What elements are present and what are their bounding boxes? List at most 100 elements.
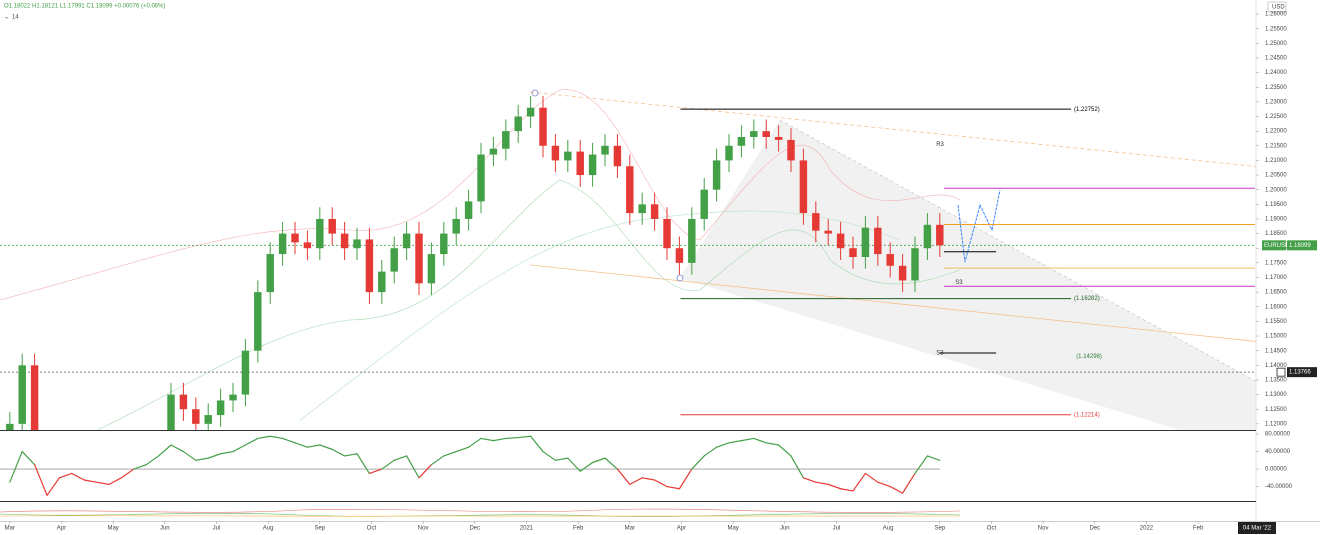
osc-segment	[914, 455, 929, 475]
candle-body	[700, 189, 708, 219]
y-tick-label: 1.24000	[1265, 70, 1287, 76]
candle-body	[923, 224, 932, 249]
x-tick-label: Jun	[780, 526, 790, 532]
osc-segment	[567, 457, 581, 472]
y-tick-label: 1.25000	[1265, 41, 1287, 47]
osc-segment	[592, 457, 606, 464]
x-tick-label: Jul	[213, 526, 221, 532]
candle-body	[353, 239, 361, 249]
band-upper	[0, 89, 961, 301]
level-label: (1.22752)	[1074, 107, 1100, 113]
y-tick-label: 1.20500	[1265, 173, 1287, 179]
osc-segment	[430, 455, 445, 466]
trend-line	[529, 91, 1256, 167]
candle-body	[390, 248, 398, 272]
time-axis: Mar Apr May Jun Jul Aug Sep Oct Nov Dec 2021 Feb Mar…	[5, 521, 1255, 532]
indicator-line	[0, 515, 961, 517]
candle-body	[402, 233, 411, 249]
y-tick-label: 1.21000	[1265, 158, 1287, 164]
candle-body	[551, 145, 560, 161]
osc-segment	[716, 442, 730, 448]
osc-segment	[740, 437, 755, 442]
osc-segment	[83, 479, 98, 483]
candle-body	[626, 166, 634, 214]
candle-body	[613, 145, 622, 167]
osc-segment	[282, 437, 296, 444]
osc-segment	[368, 468, 383, 475]
candle-body	[675, 248, 684, 263]
indicator-line	[0, 508, 961, 513]
trend-line	[779, 119, 1256, 382]
osc-segment	[542, 450, 557, 461]
y-tick-label: 1.12500	[1265, 407, 1287, 413]
candle-body	[601, 145, 609, 155]
osc-segment	[666, 485, 681, 490]
candle-body	[799, 160, 808, 214]
candle-body	[638, 204, 646, 214]
candle-body	[576, 151, 584, 176]
osc-segment	[306, 444, 321, 448]
osc-segment	[703, 446, 718, 457]
osc-segment	[71, 472, 85, 481]
candle-body	[216, 400, 225, 416]
osc-segment	[877, 481, 891, 488]
osc-tick-label: 40.00000	[1265, 449, 1291, 455]
x-tick-label: Apr	[57, 526, 66, 532]
forecast-path	[957, 189, 1001, 263]
x-tick-label: May	[727, 526, 738, 532]
x-tick-label: 2021	[520, 526, 534, 532]
osc-segment	[480, 437, 495, 442]
collapse-icon[interactable]: ⌄	[4, 15, 9, 21]
candle-body	[365, 239, 374, 293]
marker-tag-icon[interactable]	[1276, 367, 1286, 377]
candle-body	[6, 423, 14, 430]
osc-segment	[220, 450, 234, 455]
price-axis: 1.12000 1.12500 1.13000 1.13500 1.14000 1.145…	[1256, 12, 1287, 427]
osc-segment	[418, 464, 433, 479]
osc-segment	[9, 450, 23, 483]
osc-segment	[319, 444, 333, 450]
candle-body	[824, 230, 832, 234]
bottom-indicator	[0, 508, 961, 517]
interval-label: 14	[12, 15, 19, 21]
x-tick-label: Oct	[367, 526, 377, 532]
candle-body	[762, 131, 770, 137]
y-tick-label: 1.16500	[1265, 290, 1287, 296]
candle-body	[427, 254, 436, 284]
candle-body	[464, 201, 473, 219]
osc-segment	[765, 442, 780, 446]
osc-tick-label: 0.00000	[1265, 467, 1287, 473]
candle-body	[725, 145, 733, 161]
y-tick-label: 1.26000	[1265, 12, 1287, 18]
indicator-line	[0, 513, 961, 517]
candle-body	[278, 233, 287, 255]
x-tick-label: Jul	[833, 526, 841, 532]
y-tick-label: 1.22000	[1265, 129, 1287, 135]
candle-body	[266, 254, 274, 293]
annotation: R3	[936, 142, 944, 148]
osc-segment	[455, 446, 470, 453]
osc-segment	[294, 442, 309, 448]
price-tag-label: 1.18099	[1289, 243, 1311, 249]
candle-body	[787, 139, 795, 161]
currency-box[interactable]	[1267, 1, 1287, 13]
candle-body	[712, 160, 721, 190]
x-tick-label: Sep	[314, 526, 325, 532]
osc-segment	[492, 437, 507, 442]
osc-segment	[207, 453, 222, 459]
y-tick-label: 1.13500	[1265, 378, 1287, 384]
candle-body	[167, 394, 175, 430]
candle-body	[539, 107, 547, 146]
ohlc-header: O1.18022 H1.18121 L1.17991 C1.18099 +0.0…	[4, 4, 165, 10]
osc-segment	[468, 437, 482, 448]
osc-segment	[691, 455, 705, 470]
y-tick-label: 1.17000	[1265, 275, 1287, 281]
osc-segment	[232, 444, 247, 453]
y-tick-label: 1.19000	[1265, 217, 1287, 223]
candle-body	[204, 415, 212, 424]
osc-segment	[58, 472, 73, 479]
candle-body	[650, 204, 659, 219]
osc-tick-label: -40.00000	[1265, 484, 1293, 490]
marker-tag-label: 1.13766	[1289, 370, 1311, 376]
candle-body	[861, 227, 870, 258]
